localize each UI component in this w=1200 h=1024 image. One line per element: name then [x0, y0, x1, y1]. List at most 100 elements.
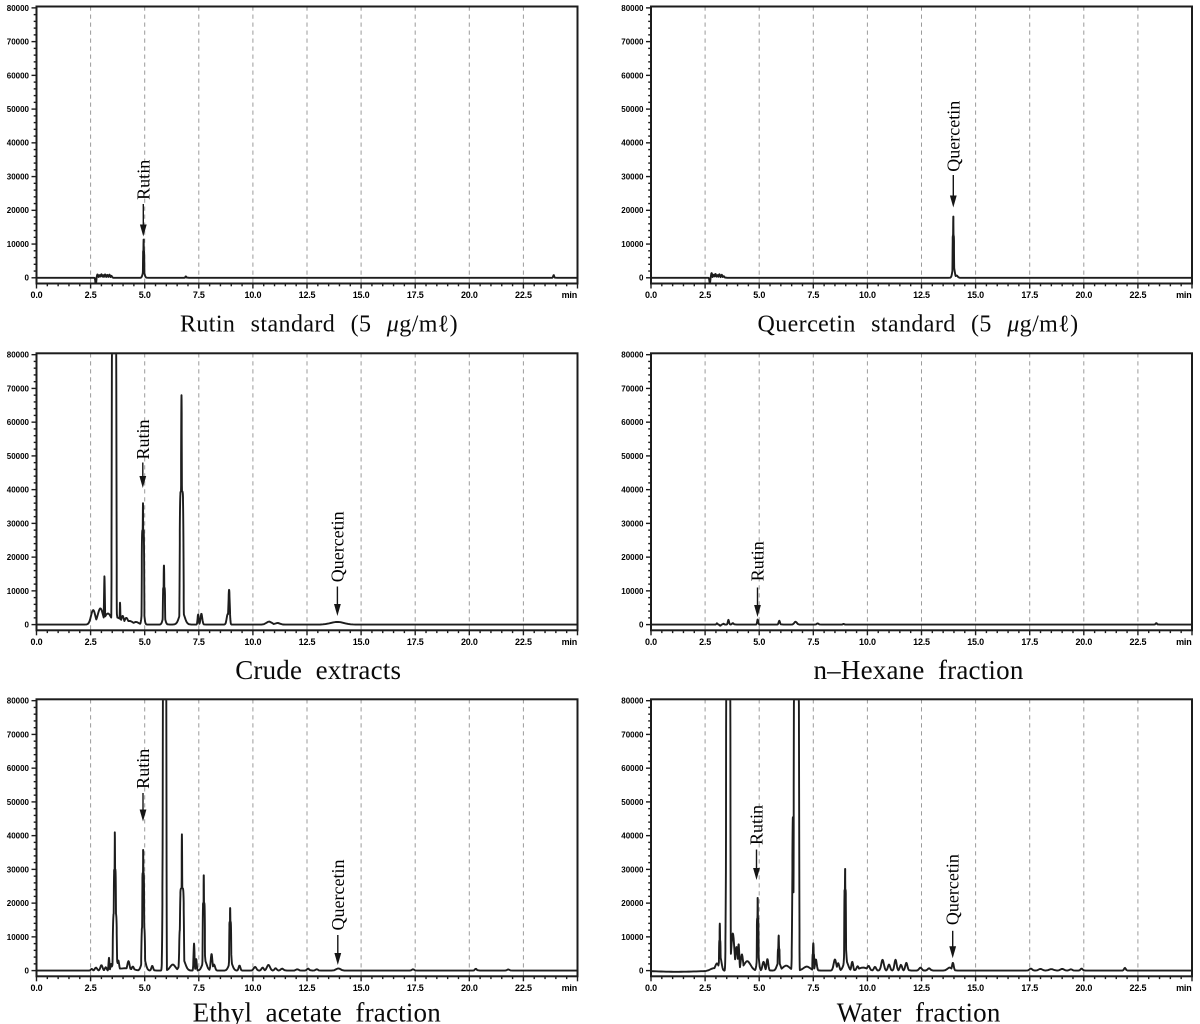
- svg-text:80000: 80000: [7, 4, 30, 13]
- svg-text:50000: 50000: [7, 798, 30, 807]
- svg-text:7.5: 7.5: [193, 983, 205, 993]
- svg-text:7.5: 7.5: [193, 637, 205, 647]
- svg-text:22.5: 22.5: [515, 637, 532, 647]
- svg-text:7.5: 7.5: [193, 290, 205, 300]
- svg-text:15.0: 15.0: [353, 983, 370, 993]
- svg-text:10000: 10000: [621, 933, 644, 942]
- svg-text:60000: 60000: [7, 71, 30, 80]
- svg-text:17.5: 17.5: [407, 983, 424, 993]
- svg-text:22.5: 22.5: [1130, 637, 1147, 647]
- svg-text:10.0: 10.0: [859, 290, 876, 300]
- svg-text:20000: 20000: [7, 553, 30, 562]
- svg-text:22.5: 22.5: [515, 983, 532, 993]
- svg-text:15.0: 15.0: [967, 983, 984, 993]
- svg-text:7.5: 7.5: [807, 290, 819, 300]
- svg-text:60000: 60000: [621, 764, 644, 773]
- svg-text:10000: 10000: [621, 587, 644, 596]
- svg-text:80000: 80000: [621, 697, 644, 706]
- svg-text:Rutin: Rutin: [133, 419, 153, 459]
- svg-text:15.0: 15.0: [967, 637, 984, 647]
- svg-text:22.5: 22.5: [1130, 290, 1147, 300]
- svg-text:5.0: 5.0: [139, 983, 151, 993]
- svg-text:15.0: 15.0: [353, 637, 370, 647]
- svg-text:12.5: 12.5: [913, 637, 930, 647]
- svg-text:min: min: [1176, 637, 1191, 647]
- svg-text:Quercetin: Quercetin: [943, 101, 963, 172]
- svg-text:Rutin: Rutin: [133, 749, 153, 789]
- svg-text:30000: 30000: [621, 173, 644, 182]
- svg-text:80000: 80000: [621, 4, 644, 13]
- svg-text:70000: 70000: [7, 730, 30, 739]
- svg-text:40000: 40000: [621, 832, 644, 841]
- svg-text:22.5: 22.5: [515, 290, 532, 300]
- svg-text:50000: 50000: [7, 105, 30, 114]
- svg-text:Ethyl acetate fraction: Ethyl acetate fraction: [193, 997, 442, 1024]
- svg-text:Crude extracts: Crude extracts: [235, 655, 401, 685]
- svg-text:2.5: 2.5: [699, 983, 711, 993]
- svg-text:0.0: 0.0: [31, 290, 43, 300]
- svg-text:12.5: 12.5: [913, 290, 930, 300]
- svg-text:0.0: 0.0: [645, 637, 657, 647]
- svg-text:min: min: [1176, 290, 1191, 300]
- svg-text:0: 0: [639, 967, 644, 976]
- svg-text:30000: 30000: [7, 173, 30, 182]
- svg-text:Water fraction: Water fraction: [837, 997, 1001, 1024]
- svg-text:20000: 20000: [7, 899, 30, 908]
- svg-text:Quercetin: Quercetin: [327, 511, 347, 582]
- svg-text:min: min: [1176, 983, 1191, 993]
- svg-text:40000: 40000: [7, 486, 30, 495]
- svg-text:0: 0: [25, 967, 30, 976]
- svg-text:10.0: 10.0: [859, 983, 876, 993]
- svg-text:70000: 70000: [621, 384, 644, 393]
- svg-text:70000: 70000: [621, 38, 644, 47]
- svg-text:0.0: 0.0: [645, 983, 657, 993]
- svg-text:5.0: 5.0: [139, 290, 151, 300]
- svg-text:20.0: 20.0: [461, 983, 478, 993]
- svg-text:60000: 60000: [621, 71, 644, 80]
- svg-text:5.0: 5.0: [753, 290, 765, 300]
- svg-text:50000: 50000: [621, 105, 644, 114]
- svg-text:0.0: 0.0: [31, 983, 43, 993]
- svg-text:2.5: 2.5: [85, 983, 97, 993]
- svg-text:2.5: 2.5: [699, 290, 711, 300]
- svg-text:22.5: 22.5: [1130, 983, 1147, 993]
- svg-text:min: min: [562, 637, 577, 647]
- svg-text:20.0: 20.0: [1075, 983, 1092, 993]
- svg-text:70000: 70000: [621, 730, 644, 739]
- svg-text:7.5: 7.5: [807, 983, 819, 993]
- svg-text:60000: 60000: [7, 764, 30, 773]
- svg-text:0: 0: [25, 621, 30, 630]
- svg-text:20.0: 20.0: [1075, 290, 1092, 300]
- svg-text:17.5: 17.5: [1021, 983, 1038, 993]
- svg-text:30000: 30000: [7, 519, 30, 528]
- svg-text:12.5: 12.5: [299, 290, 316, 300]
- svg-text:12.5: 12.5: [299, 983, 316, 993]
- svg-text:20.0: 20.0: [461, 637, 478, 647]
- svg-text:40000: 40000: [7, 832, 30, 841]
- svg-text:70000: 70000: [7, 38, 30, 47]
- svg-text:10.0: 10.0: [245, 983, 262, 993]
- svg-text:10.0: 10.0: [245, 290, 262, 300]
- svg-text:Quercetin standard (5 μg/mℓ): Quercetin standard (5 μg/mℓ): [758, 311, 1079, 337]
- svg-text:10.0: 10.0: [245, 637, 262, 647]
- svg-text:12.5: 12.5: [299, 637, 316, 647]
- svg-text:80000: 80000: [7, 351, 30, 360]
- svg-text:0: 0: [639, 274, 644, 283]
- svg-text:15.0: 15.0: [967, 290, 984, 300]
- svg-text:40000: 40000: [621, 486, 644, 495]
- svg-text:5.0: 5.0: [753, 637, 765, 647]
- svg-text:12.5: 12.5: [913, 983, 930, 993]
- svg-text:60000: 60000: [7, 418, 30, 427]
- svg-text:10000: 10000: [7, 933, 30, 942]
- svg-text:60000: 60000: [621, 418, 644, 427]
- svg-text:10000: 10000: [7, 240, 30, 249]
- svg-text:20000: 20000: [621, 553, 644, 562]
- svg-text:50000: 50000: [621, 798, 644, 807]
- svg-text:5.0: 5.0: [139, 637, 151, 647]
- svg-text:0: 0: [25, 274, 30, 283]
- svg-text:20000: 20000: [7, 206, 30, 215]
- svg-text:0.0: 0.0: [31, 637, 43, 647]
- svg-text:20000: 20000: [621, 206, 644, 215]
- svg-text:10000: 10000: [621, 240, 644, 249]
- svg-text:70000: 70000: [7, 384, 30, 393]
